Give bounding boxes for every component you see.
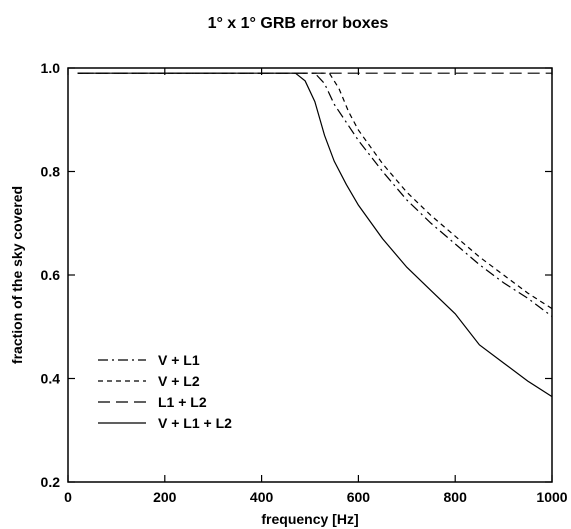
legend-label-1: V + L1 [158,352,200,368]
y-axis-ticks: 0.2 0.4 0.6 0.8 1.0 [41,60,552,490]
x-tick-label: 400 [250,489,274,505]
x-tick-label: 200 [153,489,177,505]
y-tick-label: 0.6 [41,267,61,283]
series-line-4 [77,72,553,398]
x-tick-label: 800 [444,489,468,505]
plot-frame [67,67,553,483]
series-layer [77,72,553,398]
x-tick-label: 600 [347,489,371,505]
series-line-2 [77,72,553,310]
x-axis-label: frequency [Hz] [261,511,358,527]
legend: V + L1 V + L2 L1 + L2 V + L1 + L2 [98,352,232,431]
x-tick-label: 1000 [536,489,567,505]
x-axis-ticks: 0 200 400 600 800 1000 [64,68,568,505]
y-axis-label: fraction of the sky covered [9,186,25,364]
chart-title: 1° x 1° GRB error boxes [208,15,389,32]
y-tick-label: 0.8 [41,164,61,180]
legend-label-2: V + L2 [158,373,200,389]
legend-label-3: L1 + L2 [158,394,207,410]
y-tick-label: 0.4 [41,371,61,387]
series-line-1 [77,72,553,317]
legend-label-4: V + L1 + L2 [158,415,232,431]
y-tick-label: 0.2 [41,474,61,490]
x-tick-label: 0 [64,489,72,505]
y-tick-label: 1.0 [41,60,61,76]
